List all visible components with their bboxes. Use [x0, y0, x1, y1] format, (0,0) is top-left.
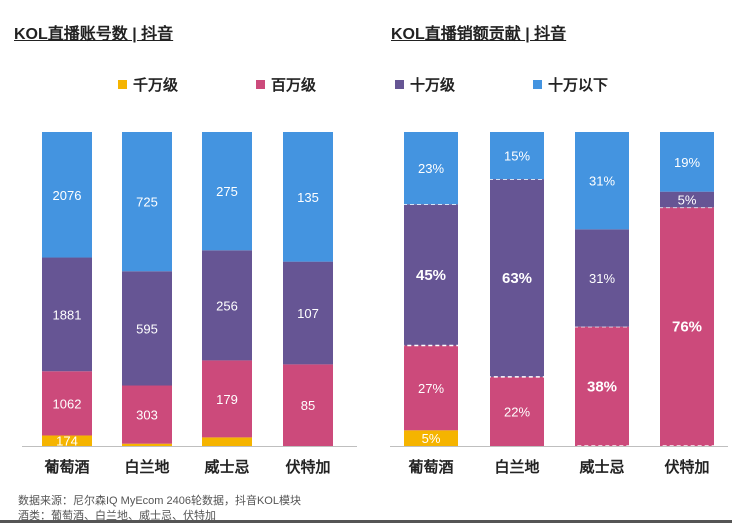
legend-label: 百万级: [271, 77, 317, 94]
legend-swatch: [256, 80, 265, 89]
bar-segment: [404, 345, 458, 431]
bar-segment: [122, 132, 172, 272]
data-label: 63%: [502, 270, 532, 287]
data-label: 85: [301, 398, 315, 413]
category-label: 白兰地: [494, 458, 539, 476]
bar-segment: [283, 364, 333, 446]
legend-swatch: [118, 80, 127, 89]
charts-canvas: 174 1062 1881 2076 葡萄酒 303 595 725 白兰地 179 256 275 威…: [22, 132, 728, 476]
legend-item-baiwan: 百万级: [256, 74, 316, 95]
legend-item-shiwanyixia: 十万以下: [533, 74, 608, 95]
bar-segment: [660, 207, 714, 446]
data-label: 725: [136, 195, 158, 210]
bar-segment: [575, 229, 629, 327]
category-label: 葡萄酒: [43, 458, 89, 476]
legend-item-shiwan: 十万级: [395, 74, 455, 95]
data-label: 256: [216, 298, 238, 313]
chart-title-left: KOL直播账号数 | 抖音: [14, 26, 174, 43]
data-label: 275: [216, 184, 238, 199]
bar-segment: [202, 360, 252, 438]
category-label: 伏特加: [664, 458, 709, 476]
data-label: 76%: [672, 319, 702, 336]
legend-label: 十万级: [410, 77, 456, 94]
data-label: 38%: [587, 378, 617, 395]
data-label: 179: [216, 392, 238, 407]
data-label: 27%: [418, 381, 444, 396]
data-label: 5%: [678, 193, 697, 208]
data-label: 5%: [422, 431, 441, 446]
data-label: 22%: [504, 404, 530, 419]
category-label: 威士忌: [579, 458, 624, 476]
category-label: 伏特加: [285, 458, 330, 476]
bar-segment: [490, 179, 544, 377]
data-label: 31%: [589, 271, 615, 286]
bar-segment: [42, 257, 92, 372]
data-label: 2076: [53, 188, 82, 203]
legend: 千万级 百万级 十万级 十万以下: [0, 74, 732, 94]
data-label: 45%: [416, 267, 446, 284]
bar-segment: [122, 385, 172, 444]
bar-segment: [122, 271, 172, 386]
legend-swatch: [395, 80, 404, 89]
chart-title-right: KOL直播销额贡献 | 抖音: [391, 26, 567, 43]
bar-segment: [283, 261, 333, 365]
bar-segment: [202, 132, 252, 251]
data-label: 135: [297, 190, 319, 205]
bar-segment: [575, 132, 629, 230]
source-note: 数据来源：尼尔森IQ MyEcom 2406轮数据，抖音KOL模块 酒类：葡萄酒…: [18, 494, 301, 524]
data-label: 107: [297, 306, 319, 321]
legend-label: 十万以下: [548, 77, 609, 94]
data-label: 31%: [589, 174, 615, 189]
bar-segment: [404, 132, 458, 205]
bar-segment: [202, 437, 252, 446]
legend-swatch: [533, 80, 542, 89]
data-label: 174: [56, 434, 78, 449]
data-label: 303: [136, 408, 158, 423]
bar-segment: [42, 371, 92, 436]
bar-segment: [660, 132, 714, 192]
bar-segment: [202, 250, 252, 361]
bar-segment: [490, 132, 544, 180]
data-label: 19%: [674, 155, 700, 170]
legend-item-qianwan: 千万级: [118, 74, 178, 95]
bar-segment: [404, 430, 458, 446]
data-label: 595: [136, 321, 158, 336]
bottom-rule: [0, 520, 732, 523]
bar-segment: [404, 204, 458, 346]
data-label: 23%: [418, 161, 444, 176]
bar-segment: [42, 132, 92, 258]
bar-segment: [575, 326, 629, 446]
bar-segment: [122, 443, 172, 446]
data-label: 1881: [53, 307, 82, 322]
data-label: 15%: [504, 149, 530, 164]
bar-segment: [490, 376, 544, 446]
source-line-2: 酒类：葡萄酒、白兰地、威士忌、伏特加: [18, 510, 216, 522]
category-label: 威士忌: [204, 458, 249, 476]
bar-segment: [42, 435, 92, 446]
category-label: 葡萄酒: [407, 458, 453, 476]
category-label: 白兰地: [124, 458, 169, 476]
legend-label: 千万级: [133, 77, 179, 94]
bar-segment: [283, 132, 333, 262]
bar-segment: [660, 191, 714, 208]
source-line-1: 数据来源：尼尔森IQ MyEcom 2406轮数据，抖音KOL模块: [18, 495, 301, 507]
data-label: 1062: [53, 396, 82, 411]
